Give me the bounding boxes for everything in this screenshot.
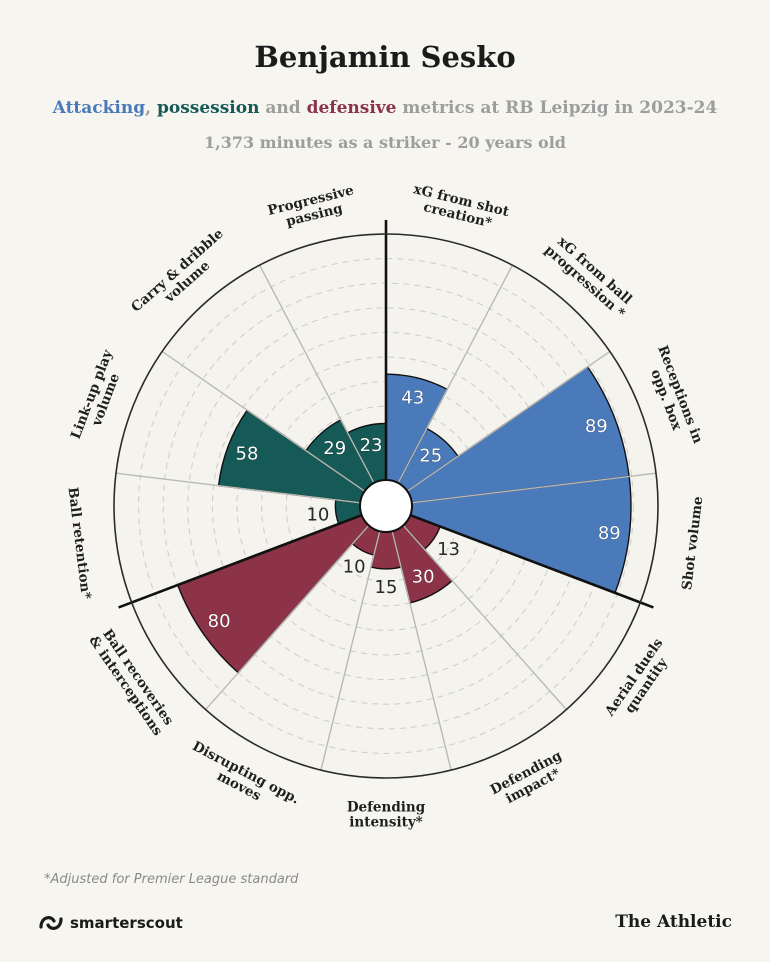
radial-line	[320, 531, 381, 771]
subtitle-possession: possession	[156, 98, 260, 118]
minutes-subtitle: 1,373 minutes as a striker - 20 years ol…	[204, 133, 566, 152]
category-label: Link-up playvolume	[68, 347, 131, 447]
subtitle-defensive: defensive	[306, 98, 397, 118]
category-label: Receptions inopp. box	[640, 343, 706, 451]
smarterscout-logo-icon	[39, 916, 63, 930]
smarterscout-label: smarterscout	[70, 914, 183, 932]
smarterscout-brand: smarterscout	[38, 912, 183, 934]
category-label: Progressivepassing	[266, 182, 359, 233]
radial-line	[406, 350, 611, 492]
radial-line	[411, 472, 657, 504]
value-label: 15	[375, 577, 398, 598]
outer-ring	[113, 233, 659, 779]
value-label: 30	[412, 567, 435, 588]
subtitle-attacking: Attacking	[52, 98, 146, 118]
group-divider	[409, 514, 654, 609]
grid-ring	[138, 258, 634, 754]
category-label: Defending intensity*	[347, 800, 426, 831]
value-label: 43	[401, 387, 424, 408]
radial-line	[115, 472, 361, 504]
category-label: Ball retention*	[65, 486, 94, 600]
value-label: 89	[585, 416, 608, 437]
subtitle-sep: ,	[145, 98, 157, 118]
subtitle-rest: metrics at RB Leipzig in 2023-24	[396, 98, 718, 118]
radial-line	[391, 531, 452, 771]
value-label: 10	[306, 504, 329, 525]
radial-line	[161, 350, 366, 492]
radial-line	[402, 524, 567, 711]
radial-line	[205, 524, 370, 711]
radial-line	[397, 264, 514, 484]
subtitle-and: and	[259, 98, 307, 118]
the-athletic-logo: The Athletic	[615, 912, 732, 932]
value-label: 29	[323, 438, 346, 459]
value-label: 13	[437, 539, 460, 560]
radial-line	[258, 264, 375, 484]
category-label: xG from shotcreation*	[408, 181, 511, 235]
chart-subtitle: Attacking, possession and defensive metr…	[0, 98, 770, 118]
value-label: 10	[343, 557, 366, 578]
value-label: 58	[236, 443, 259, 464]
category-label: Shot volume	[679, 496, 706, 591]
value-label: 23	[360, 435, 383, 456]
center-hole	[359, 479, 413, 533]
value-label: 25	[419, 445, 442, 466]
group-divider	[118, 514, 363, 609]
footnote: *Adjusted for Premier League standard	[44, 872, 299, 887]
category-label: Defendingimpact*	[488, 747, 572, 811]
chart-title: Benjamin Sesko	[254, 40, 516, 74]
value-label: 80	[208, 611, 231, 632]
value-label: 89	[598, 523, 621, 544]
